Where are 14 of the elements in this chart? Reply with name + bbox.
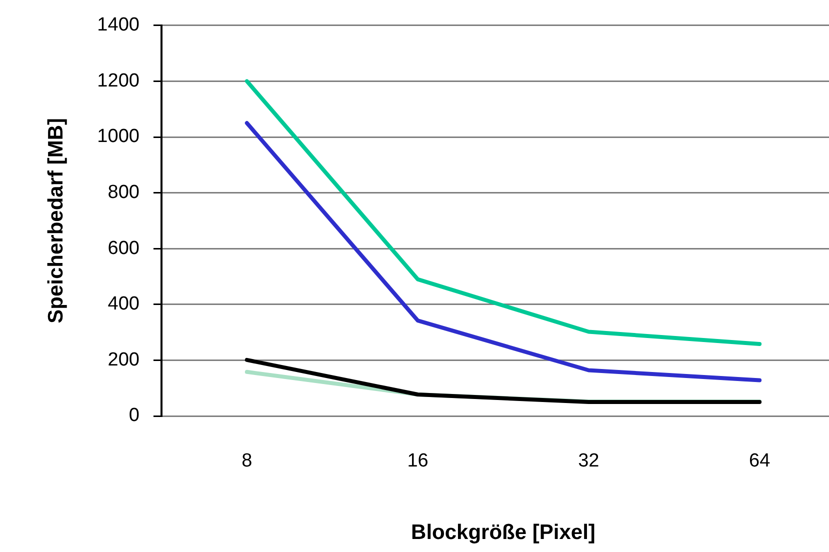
y-tick-label: 1000 bbox=[97, 126, 140, 148]
y-tick-label: 1400 bbox=[97, 14, 140, 36]
x-axis-title: Blockgröße [Pixel] bbox=[411, 521, 596, 544]
x-tick-label: 64 bbox=[748, 450, 771, 472]
y-axis-title: Speicherbedarf [MB] bbox=[44, 118, 68, 324]
y-tick-label: 800 bbox=[108, 182, 140, 204]
y-tick-label: 400 bbox=[108, 294, 140, 315]
y-tick-label: 200 bbox=[108, 349, 140, 370]
y-tick-label: 1200 bbox=[97, 70, 140, 92]
x-tick-label: 32 bbox=[578, 450, 600, 472]
y-tick-label: 600 bbox=[108, 238, 140, 259]
y-tick-label: 0 bbox=[128, 405, 140, 426]
x-tick-label: 16 bbox=[407, 450, 428, 472]
x-tick-label: 8 bbox=[242, 450, 252, 472]
